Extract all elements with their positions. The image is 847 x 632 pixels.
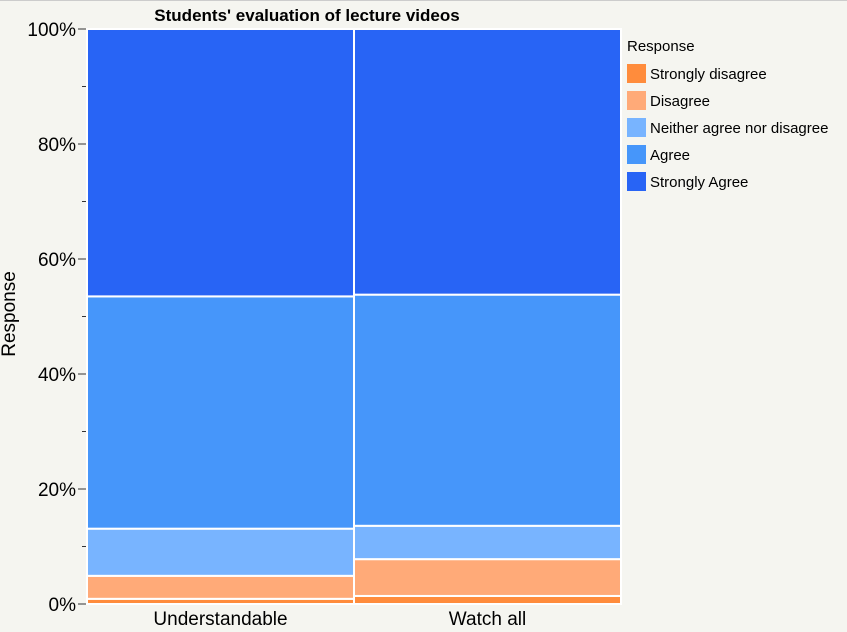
legend-label: Strongly disagree bbox=[650, 66, 767, 83]
legend-swatch bbox=[627, 64, 646, 83]
bar-segment bbox=[86, 295, 355, 530]
legend-label: Neither agree nor disagree bbox=[650, 120, 828, 137]
y-tick-label: 100% bbox=[27, 20, 76, 41]
x-category-label: Watch all bbox=[449, 609, 526, 630]
y-tick-label: 40% bbox=[38, 365, 76, 386]
legend-swatch bbox=[627, 118, 646, 137]
legend-title: Response bbox=[627, 38, 695, 55]
legend: Response Strongly disagree Disagree Neithe… bbox=[627, 38, 828, 191]
bar-segment bbox=[353, 28, 622, 296]
bar-segment bbox=[353, 594, 622, 606]
legend-swatch bbox=[627, 91, 646, 110]
bar-segment bbox=[353, 293, 622, 527]
legend-label: Disagree bbox=[650, 93, 710, 110]
bar-segment bbox=[86, 28, 355, 298]
legend-label: Strongly Agree bbox=[650, 174, 748, 191]
y-tick-label: 80% bbox=[38, 135, 76, 156]
bar-segment bbox=[86, 574, 355, 600]
y-tick-label: 0% bbox=[49, 595, 77, 616]
x-category-label: Understandable bbox=[153, 609, 287, 630]
legend-swatch bbox=[627, 172, 646, 191]
bar-segment bbox=[86, 527, 355, 577]
y-axis-title: Response bbox=[0, 271, 20, 357]
y-tick-label: 60% bbox=[38, 250, 76, 271]
bar-segment bbox=[353, 558, 622, 597]
y-tick-label: 20% bbox=[38, 480, 76, 501]
x-axis-labels: Understandable Watch all bbox=[153, 609, 526, 630]
chart-title: Students' evaluation of lecture videos bbox=[154, 6, 459, 25]
plot-area bbox=[86, 28, 622, 606]
legend-swatch bbox=[627, 145, 646, 164]
legend-label: Agree bbox=[650, 147, 690, 164]
bar-segment bbox=[353, 524, 622, 561]
